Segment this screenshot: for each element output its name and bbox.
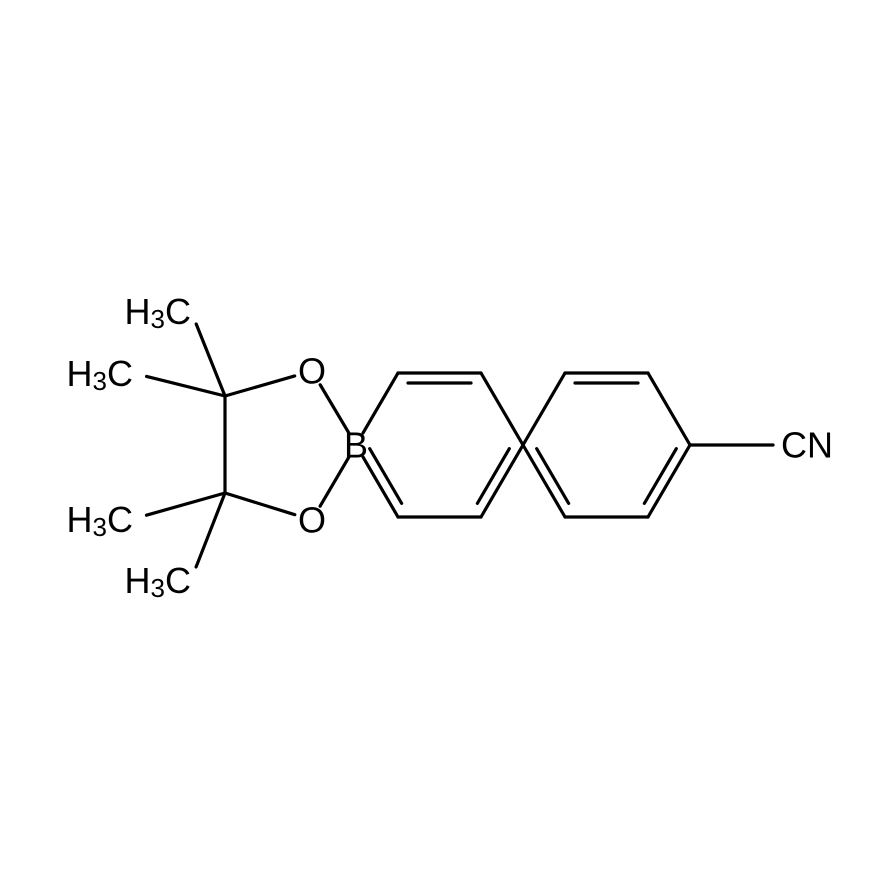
atom-CH3c: H3C <box>67 499 133 543</box>
atom-CH3a: H3C <box>125 291 191 335</box>
atom-O1: O <box>298 351 326 392</box>
atom-CH3d: H3C <box>125 560 191 604</box>
atom-CH3b: H3C <box>67 353 133 397</box>
molecule-diagram: O OB CN H3C H3C H3C H3C <box>0 0 890 890</box>
atom-O2: O <box>298 500 326 541</box>
atom-CN: CN <box>781 425 833 466</box>
atom-B: B <box>344 425 368 466</box>
